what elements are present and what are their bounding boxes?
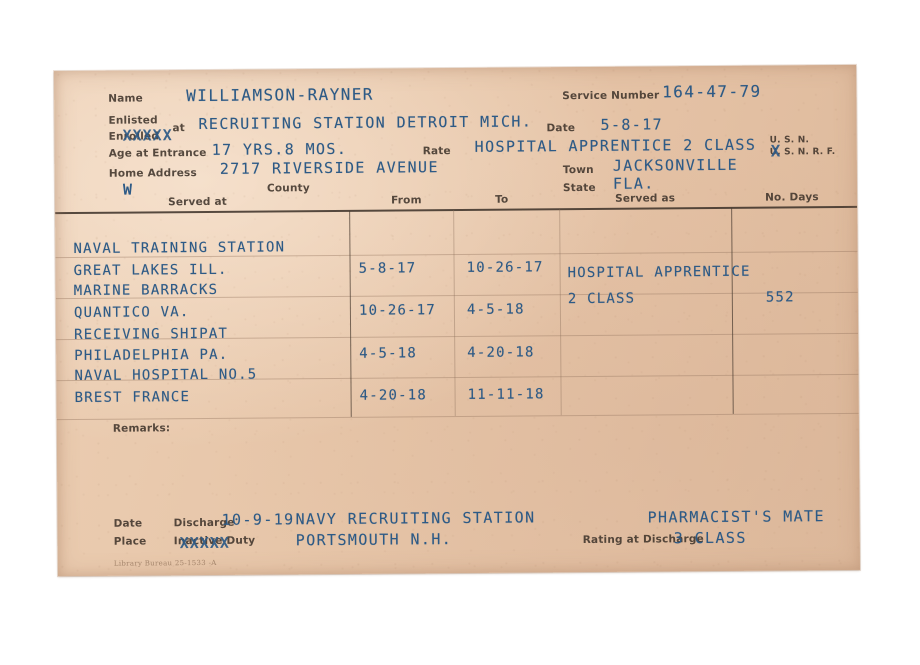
row-2-served-at-line2: QUANTICO VA.: [73, 304, 190, 322]
enlistment-date-value: 5-8-17: [600, 115, 664, 134]
row-2-served-at-line1: MARINE BARRACKS: [73, 281, 219, 300]
form-imprint-text: Library Bureau 25-1533 -A: [113, 558, 217, 568]
service-record-card: Name WILLIAMSON-RAYNER Service Number 16…: [54, 64, 860, 577]
town-value: JACKSONVILLE: [612, 155, 739, 175]
inactive-duty-strikeout-mark: XXXXX: [179, 533, 230, 553]
age-at-entrance-label: Age at Entrance: [108, 146, 207, 160]
served-as-line2: 2 CLASS: [567, 290, 636, 308]
row-1-served-at-line2: GREAT LAKES ILL.: [73, 261, 228, 280]
rate-label: Rate: [422, 145, 451, 158]
table-vrule-served-as: [731, 207, 735, 414]
enlistment-date-label: Date: [546, 122, 576, 135]
row-2-to: 4-5-18: [466, 301, 525, 318]
enlisted-label: Enlisted: [108, 114, 158, 127]
rating-line1: PHARMACIST'S MATE: [647, 507, 825, 527]
row-3-to: 4-20-18: [467, 344, 535, 361]
table-vrule-served-at: [349, 210, 353, 417]
row-4-from: 4-20-18: [359, 387, 428, 404]
row-4-served-at-line2: BREST FRANCE: [74, 389, 191, 407]
service-number-value: 164-47-79: [662, 81, 762, 102]
column-header-served-as: Served as: [615, 192, 676, 205]
row-4-to: 11-11-18: [467, 386, 545, 403]
column-header-no-days: No. Days: [764, 191, 819, 204]
rating-line2: 3 CLASS: [673, 528, 747, 548]
discharge-place-line2: PORTSMOUTH N.H.: [295, 530, 453, 550]
branch-strikeout-mark: X: [770, 141, 782, 161]
no-days-value: 552: [765, 289, 795, 306]
row-4-served-at-line1: NAVAL HOSPITAL NO.5: [74, 366, 258, 385]
row-1-served-at-line1: NAVAL TRAINING STATION: [73, 239, 286, 258]
row-1-from: 5-8-17: [358, 260, 417, 277]
enrolled-strikeout-mark: XXXXX: [122, 126, 173, 145]
discharge-date-value: 10-9-19: [221, 510, 295, 529]
column-header-from: From: [391, 194, 422, 207]
state-value: FLA.: [612, 174, 655, 193]
remarks-label: Remarks:: [112, 422, 171, 435]
column-header-to: To: [495, 193, 509, 206]
enlistment-station-value: RECRUITING STATION DETROIT MICH.: [198, 112, 533, 134]
discharge-place-line1: NAVY RECRUITING STATION: [295, 508, 536, 529]
county-label: County: [266, 182, 310, 195]
w-annotation-mark: W: [122, 180, 133, 199]
served-as-line1: HOSPITAL APPRENTICE: [567, 263, 751, 282]
column-header-served-at: Served at: [168, 195, 228, 209]
state-label: State: [562, 181, 596, 195]
discharge-date-label: Date: [113, 517, 143, 530]
table-vrule-from: [453, 210, 456, 417]
table-vrule-to: [559, 209, 562, 416]
table-bottom-divider: [56, 412, 859, 421]
name-label: Name: [108, 92, 144, 105]
at-label: at: [172, 122, 186, 135]
row-1-to: 10-26-17: [466, 259, 544, 276]
row-3-served-at-line2: PHILADELPHIA PA.: [74, 346, 229, 365]
rate-value: HOSPITAL APPRENTICE 2 CLASS: [474, 135, 757, 156]
home-address-label: Home Address: [108, 167, 197, 180]
home-address-value: 2717 RIVERSIDE AVENUE: [219, 158, 439, 178]
row-2-from: 10-26-17: [358, 302, 437, 319]
row-3-served-at-line1: RECEIVING SHIPAT: [74, 325, 229, 344]
age-at-entrance-value: 17 YRS.8 MOS.: [211, 139, 348, 159]
town-label: Town: [562, 163, 594, 177]
name-value: WILLIAMSON-RAYNER: [186, 84, 374, 106]
row-3-from: 4-5-18: [359, 345, 418, 362]
discharge-place-label: Place: [113, 535, 147, 548]
service-number-label: Service Number: [562, 89, 660, 103]
